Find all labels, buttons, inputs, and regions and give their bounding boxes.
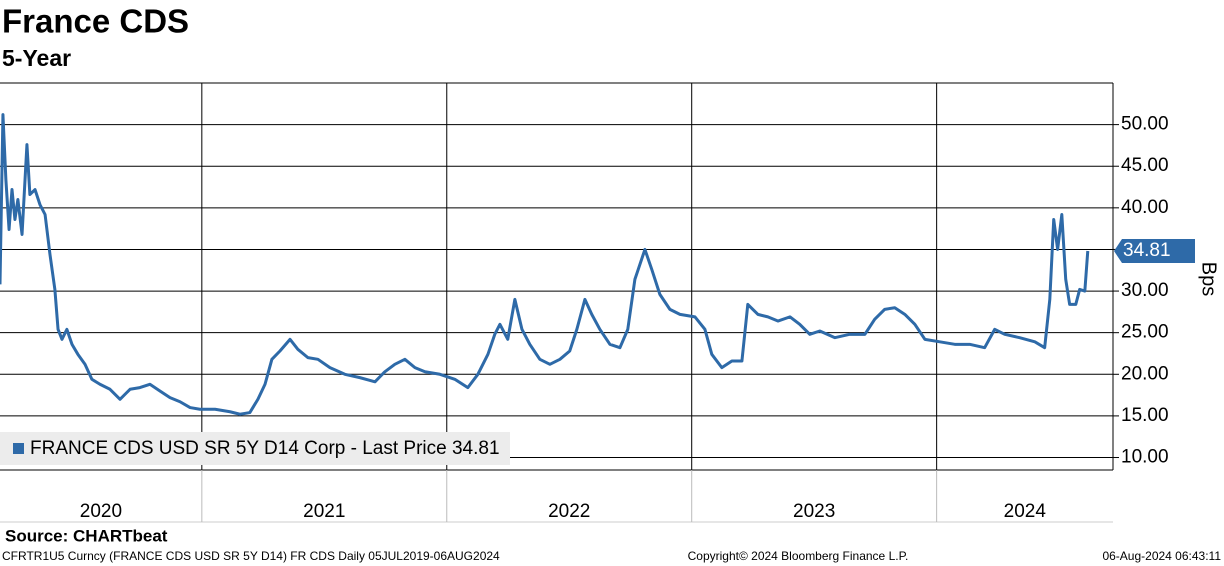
- y-tick-label: 30.00: [1121, 280, 1169, 301]
- x-tick-label: 2020: [80, 501, 122, 522]
- x-tick-label: 2023: [793, 501, 835, 522]
- footer-left: CFRTR1U5 Curncy (FRANCE CDS USD SR 5Y D1…: [2, 549, 500, 563]
- x-tick-label: 2024: [1004, 501, 1047, 522]
- y-tick-label: 50.00: [1121, 114, 1169, 135]
- legend-swatch: [13, 443, 24, 454]
- chart-title: France CDS: [2, 3, 189, 40]
- y-tick-label: 15.00: [1121, 405, 1169, 426]
- footer-center: Copyright© 2024 Bloomberg Finance L.P.: [688, 549, 909, 563]
- y-axis-label: Bps: [1198, 262, 1220, 296]
- last-price-box: [1114, 239, 1195, 264]
- legend-label: FRANCE CDS USD SR 5Y D14 Corp - Last Pri…: [30, 438, 500, 459]
- y-tick-label: 25.00: [1121, 322, 1169, 343]
- x-tick-label: 2021: [303, 501, 345, 522]
- y-tick-label: 40.00: [1121, 197, 1169, 218]
- source: Source: CHARTbeat: [5, 526, 168, 545]
- data-line: [0, 113, 1090, 416]
- legend-box: [0, 432, 510, 465]
- y-tick-label: 10.00: [1121, 447, 1169, 468]
- y-tick-label: 20.00: [1121, 363, 1169, 384]
- chart-subtitle: 5-Year: [2, 45, 71, 71]
- last-price-label: 34.81: [1123, 240, 1171, 261]
- y-tick-label: 45.00: [1121, 155, 1169, 176]
- footer-right: 06-Aug-2024 06:43:11: [1102, 549, 1221, 563]
- x-tick-label: 2022: [548, 501, 590, 522]
